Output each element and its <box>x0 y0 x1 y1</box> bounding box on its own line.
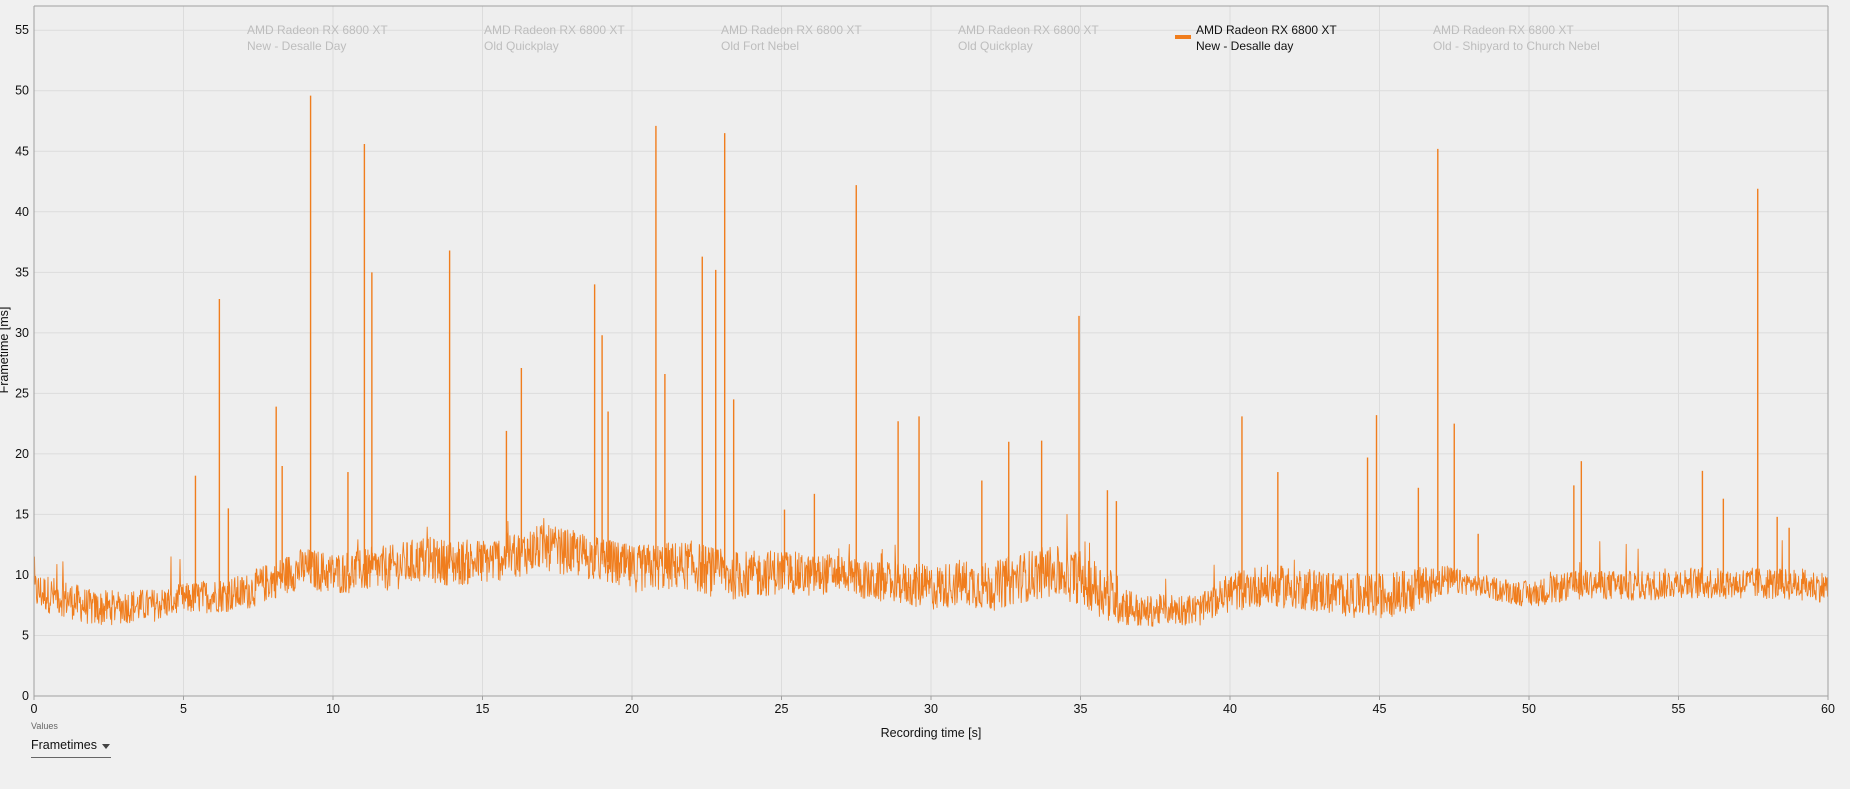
x-tick-label: 0 <box>31 702 38 716</box>
x-tick-label: 25 <box>775 702 789 716</box>
y-tick-label: 15 <box>15 507 29 521</box>
x-tick-label: 5 <box>180 702 187 716</box>
legend-entry-3-scene: Old Fort Nebel <box>721 39 800 53</box>
legend-entry-2-gpu: AMD Radeon RX 6800 XT <box>484 23 625 37</box>
legend-entry-1[interactable]: AMD Radeon RX 6800 XT New - Desalle Day <box>247 22 388 54</box>
x-tick-label: 20 <box>625 702 639 716</box>
legend-series-swatch <box>1175 35 1191 39</box>
legend-entry-1-gpu: AMD Radeon RX 6800 XT <box>247 23 388 37</box>
x-tick-label: 50 <box>1522 702 1536 716</box>
y-tick-label: 55 <box>15 23 29 37</box>
legend-entry-1-scene: New - Desalle Day <box>247 39 347 53</box>
values-dropdown-selected: Frametimes <box>31 738 97 752</box>
x-axis-title: Recording time [s] <box>881 726 982 740</box>
values-dropdown[interactable]: Frametimes <box>31 735 111 758</box>
legend-entry-6-gpu: AMD Radeon RX 6800 XT <box>1433 23 1574 37</box>
y-tick-label: 40 <box>15 205 29 219</box>
legend-entry-3[interactable]: AMD Radeon RX 6800 XT Old Fort Nebel <box>721 22 862 54</box>
x-tick-label: 55 <box>1672 702 1686 716</box>
legend-entry-6[interactable]: AMD Radeon RX 6800 XT Old - Shipyard to … <box>1433 22 1600 54</box>
y-tick-label: 10 <box>15 568 29 582</box>
values-label: Values <box>31 721 58 731</box>
legend-entry-3-gpu: AMD Radeon RX 6800 XT <box>721 23 862 37</box>
chart-axes: 0 5 10 15 20 25 30 35 40 45 50 55 60 0 5 10 15 20 25 30 35 40… <box>15 5 1835 716</box>
frametime-series <box>33 95 1829 627</box>
legend-entry-2-scene: Old Quickplay <box>484 39 559 53</box>
y-tick-label: 45 <box>15 144 29 158</box>
legend-entry-5-scene: New - Desalle day <box>1196 39 1294 53</box>
frametime-line <box>33 514 1829 627</box>
x-tick-label: 45 <box>1373 702 1387 716</box>
y-tick-label: 50 <box>15 84 29 98</box>
y-tick-label: 5 <box>22 628 29 642</box>
x-tick-label: 60 <box>1821 702 1835 716</box>
x-tick-label: 35 <box>1074 702 1088 716</box>
y-tick-label: 30 <box>15 326 29 340</box>
legend-entry-6-scene: Old - Shipyard to Church Nebel <box>1433 39 1600 53</box>
legend-entry-5-gpu: AMD Radeon RX 6800 XT <box>1196 23 1337 37</box>
legend-entry-4-scene: Old Quickplay <box>958 39 1033 53</box>
x-tick-label: 40 <box>1223 702 1237 716</box>
y-tick-label: 35 <box>15 265 29 279</box>
legend-entry-4-gpu: AMD Radeon RX 6800 XT <box>958 23 1099 37</box>
chevron-down-icon <box>102 744 110 749</box>
y-tick-label: 25 <box>15 386 29 400</box>
x-tick-label: 15 <box>476 702 490 716</box>
x-tick-label: 30 <box>924 702 938 716</box>
legend-entry-4[interactable]: AMD Radeon RX 6800 XT Old Quickplay <box>958 22 1099 54</box>
y-axis-title: Frametime [ms] <box>0 307 11 394</box>
y-tick-label: 0 <box>22 689 29 703</box>
x-tick-label: 10 <box>326 702 340 716</box>
legend-entry-5[interactable]: AMD Radeon RX 6800 XT New - Desalle day <box>1175 22 1337 54</box>
legend-entry-2[interactable]: AMD Radeon RX 6800 XT Old Quickplay <box>484 22 625 54</box>
y-tick-label: 20 <box>15 447 29 461</box>
